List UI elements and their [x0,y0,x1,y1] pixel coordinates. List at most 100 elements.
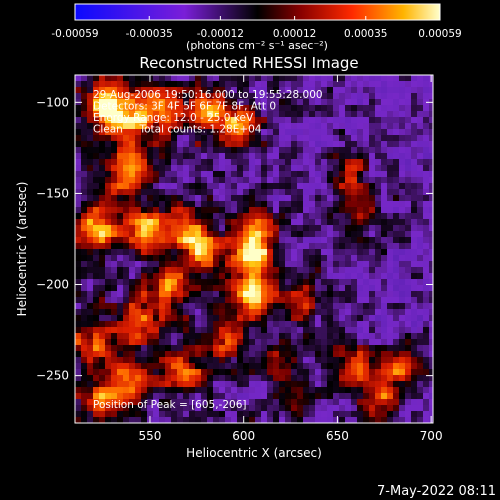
heatmap-cell [339,399,346,406]
heatmap-cell [165,153,172,160]
heatmap-cell [195,93,202,100]
heatmap-cell [345,207,352,214]
heatmap-cell [195,297,202,304]
heatmap-cell [183,159,190,166]
colorbar: -0.00059 -0.00035 -0.00012 0.00012 0.00035 0.… [51,3,462,52]
heatmap-cell [201,315,208,322]
heatmap-cell [93,285,100,292]
heatmap-cell [237,291,244,298]
heatmap-cell [267,375,274,382]
heatmap-cell [285,333,292,340]
heatmap-cell [213,327,220,334]
heatmap-cell [369,339,376,346]
heatmap-cell [201,147,208,154]
heatmap-cell [381,87,388,94]
heatmap-cell [267,417,274,423]
heatmap-cell [273,87,280,94]
heatmap-cell [111,189,118,196]
heatmap-cell [303,381,310,388]
heatmap-cell [75,159,82,166]
heatmap-cell [213,225,220,232]
heatmap-cell [423,87,430,94]
heatmap-cell [195,183,202,190]
heatmap-cell [381,177,388,184]
heatmap-cell [153,309,160,316]
heatmap-cell [297,129,304,136]
heatmap-cell [255,189,262,196]
heatmap-cell [189,345,196,352]
heatmap-cell [249,195,256,202]
heatmap-cell [123,189,130,196]
heatmap-cell [363,141,370,148]
heatmap-cell [183,195,190,202]
heatmap-cell [219,111,226,118]
heatmap-cell [231,207,238,214]
heatmap-cell [207,363,214,370]
heatmap-cell [375,105,382,112]
heatmap-cell [345,219,352,226]
heatmap-cell [129,387,136,394]
heatmap-cell [171,93,178,100]
heatmap-cell [417,231,424,238]
heatmap-cell [243,123,250,130]
heatmap-cell [177,93,184,100]
heatmap-cell [297,381,304,388]
heatmap-cell [279,111,286,118]
heatmap-cell [147,387,154,394]
heatmap-cell [177,87,184,94]
heatmap-cell [327,159,334,166]
heatmap-cell [429,171,433,178]
heatmap-cell [309,279,316,286]
heatmap-cell [129,183,136,190]
heatmap-cell [393,177,400,184]
heatmap-cell [237,339,244,346]
heatmap-cell [249,405,256,412]
heatmap-cell [297,93,304,100]
heatmap-cell [387,153,394,160]
heatmap-cell [267,81,274,88]
heatmap-cell [357,237,364,244]
heatmap-cell [345,273,352,280]
heatmap-cell [231,351,238,358]
heatmap-cell [315,99,322,106]
heatmap-cell [81,237,88,244]
heatmap-cell [249,351,256,358]
heatmap-cell [231,297,238,304]
heatmap-cell [117,291,124,298]
heatmap-cell [387,189,394,196]
heatmap-cell [255,309,262,316]
heatmap-cell [315,207,322,214]
heatmap-cell [369,321,376,328]
heatmap-cell [171,201,178,208]
heatmap-cell [105,375,112,382]
heatmap-cell [195,141,202,148]
heatmap-cell [423,201,430,208]
heatmap-cell [105,369,112,376]
heatmap-cell [159,375,166,382]
heatmap-cell [303,357,310,364]
heatmap-cell [123,363,130,370]
heatmap-cell [177,111,184,118]
heatmap-cell [231,183,238,190]
heatmap-cell [315,225,322,232]
heatmap-cell [105,219,112,226]
heatmap-cell [165,357,172,364]
heatmap-cell [87,267,94,274]
heatmap-cell [123,321,130,328]
heatmap-cell [189,315,196,322]
heatmap-cell [147,165,154,172]
heatmap-cell [75,261,82,268]
heatmap-cell [135,225,142,232]
heatmap-cell [327,141,334,148]
heatmap-cell [105,327,112,334]
heatmap-cell [189,129,196,136]
heatmap-cell [369,297,376,304]
heatmap-cell [417,123,424,130]
heatmap-cell [177,309,184,316]
heatmap-cell [321,381,328,388]
heatmap-cell [297,117,304,124]
heatmap-cell [363,81,370,88]
heatmap-cell [93,279,100,286]
heatmap-cell [321,255,328,262]
heatmap-cell [417,369,424,376]
